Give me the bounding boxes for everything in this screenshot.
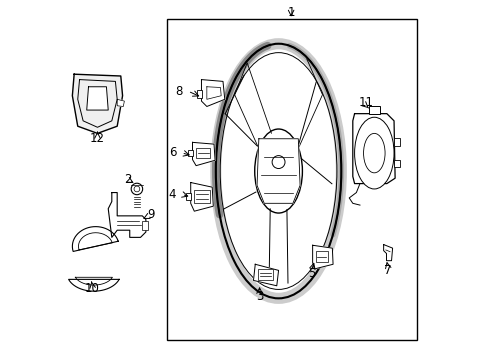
- Text: 3: 3: [255, 290, 263, 303]
- Text: 11: 11: [358, 96, 373, 109]
- Text: 9: 9: [147, 208, 154, 221]
- Text: 5: 5: [307, 267, 315, 280]
- Polygon shape: [86, 87, 108, 110]
- Bar: [187, 149, 193, 156]
- Bar: [368, 107, 379, 114]
- Circle shape: [131, 183, 142, 195]
- Text: 7: 7: [384, 264, 391, 277]
- Polygon shape: [257, 139, 300, 203]
- Polygon shape: [201, 80, 224, 107]
- Text: 2: 2: [124, 173, 131, 186]
- Polygon shape: [253, 264, 278, 286]
- Polygon shape: [68, 277, 119, 291]
- Polygon shape: [108, 193, 145, 237]
- Polygon shape: [72, 227, 118, 251]
- Text: 10: 10: [84, 282, 100, 295]
- Bar: [196, 90, 202, 98]
- Polygon shape: [190, 183, 213, 211]
- Ellipse shape: [254, 129, 302, 213]
- Bar: [196, 148, 210, 158]
- Ellipse shape: [354, 117, 393, 189]
- Bar: [315, 251, 327, 262]
- Bar: [393, 138, 400, 146]
- Bar: [167, 19, 416, 339]
- Text: 8: 8: [175, 85, 183, 98]
- Bar: [142, 221, 148, 230]
- Circle shape: [134, 186, 140, 192]
- Polygon shape: [352, 114, 394, 184]
- Polygon shape: [117, 99, 124, 107]
- Text: 4: 4: [168, 188, 176, 201]
- Ellipse shape: [215, 44, 341, 298]
- Text: 6: 6: [168, 146, 176, 159]
- Circle shape: [271, 156, 285, 168]
- Bar: [393, 159, 400, 167]
- Polygon shape: [383, 244, 392, 261]
- Bar: [194, 190, 209, 203]
- Ellipse shape: [263, 141, 293, 201]
- Bar: [185, 193, 191, 201]
- Polygon shape: [312, 245, 332, 269]
- Polygon shape: [206, 87, 221, 99]
- Text: 12: 12: [90, 132, 105, 145]
- Text: 1: 1: [287, 6, 294, 19]
- Ellipse shape: [363, 134, 384, 173]
- Bar: [258, 269, 273, 280]
- Polygon shape: [192, 142, 215, 166]
- Polygon shape: [72, 74, 122, 134]
